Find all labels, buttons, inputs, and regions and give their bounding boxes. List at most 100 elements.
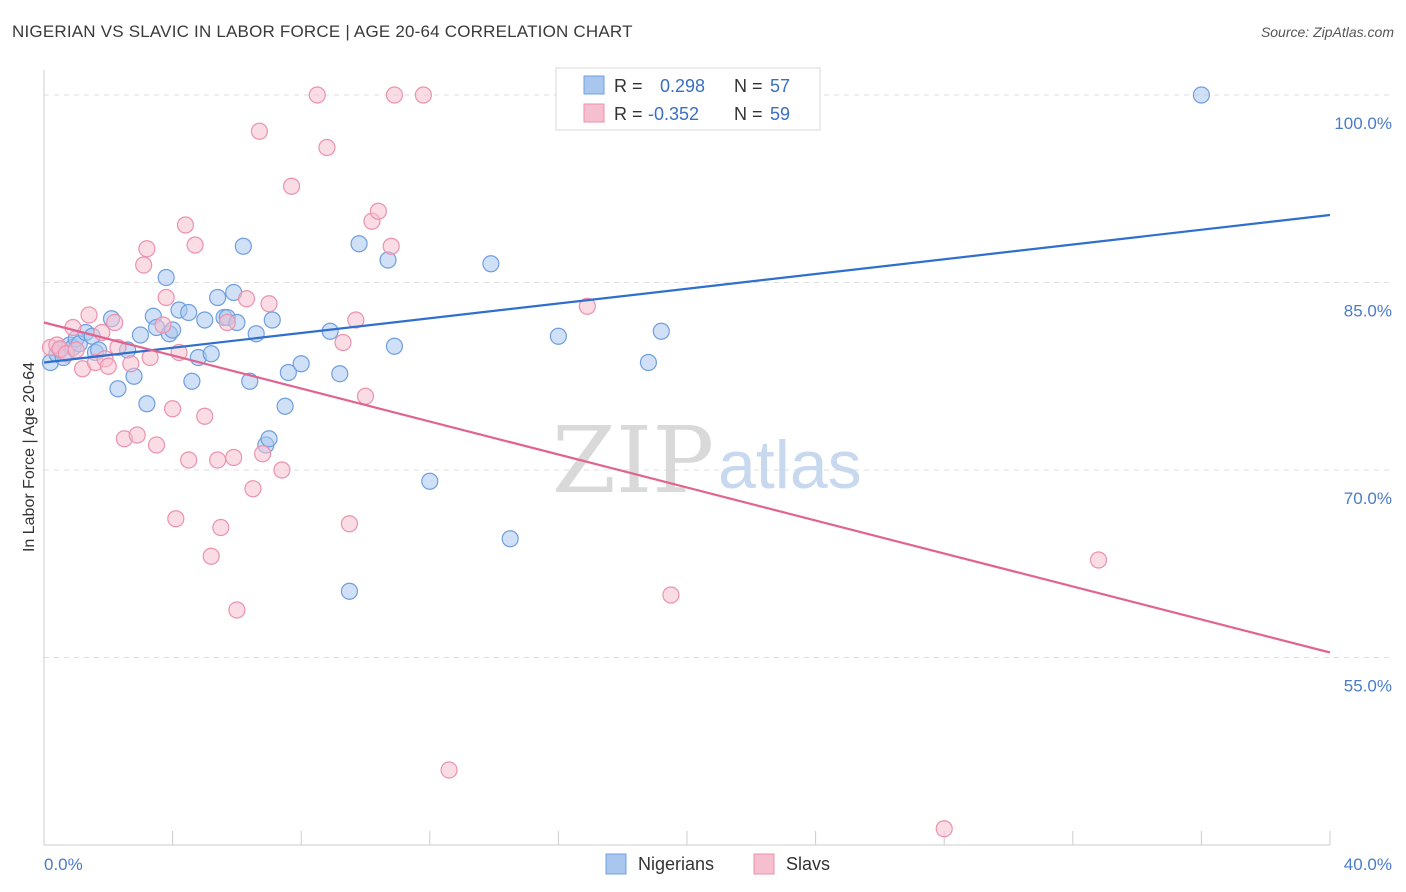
point-slavs <box>935 820 953 838</box>
y-tick-label: 55.0% <box>1344 677 1392 696</box>
point-slavs <box>228 601 246 619</box>
point-nigerians <box>340 582 359 600</box>
point-slavs <box>254 445 272 463</box>
point-nigerians <box>196 311 214 329</box>
legend-r-label-nigerians: R = <box>614 76 643 96</box>
point-nigerians <box>180 303 198 322</box>
point-nigerians <box>385 337 404 355</box>
point-nigerians <box>157 268 175 287</box>
point-nigerians <box>1192 86 1211 104</box>
point-slavs <box>164 400 182 418</box>
point-nigerians <box>260 430 278 448</box>
point-slavs <box>157 288 175 307</box>
legend: R = 0.298 N = 57 R = -0.352 N = 59 <box>555 67 821 131</box>
legend-r-value-slavs: -0.352 <box>648 104 699 124</box>
watermark-zip: ZIP <box>552 407 714 514</box>
point-nigerians <box>421 472 439 490</box>
point-slavs <box>340 515 359 533</box>
point-nigerians <box>131 326 150 344</box>
point-nigerians <box>138 395 156 413</box>
point-slavs <box>382 237 400 255</box>
point-nigerians <box>482 255 500 273</box>
legend-r-label-slavs: R = <box>614 104 643 124</box>
point-nigerians <box>279 363 297 382</box>
watermark-atlas: atlas <box>718 427 862 503</box>
point-slavs <box>225 448 243 467</box>
point-slavs <box>282 177 301 195</box>
chart-source: Source: ZipAtlas.com <box>1260 24 1394 40</box>
point-slavs <box>318 138 336 157</box>
point-slavs <box>135 256 153 274</box>
point-slavs <box>237 290 256 308</box>
point-nigerians <box>276 397 294 415</box>
trend-line-nigerians <box>43 213 1331 364</box>
legend-n-value-nigerians: 57 <box>770 76 790 96</box>
point-slavs <box>440 761 458 779</box>
point-slavs <box>334 333 352 352</box>
bottom-legend-label-nigerians: Nigerians <box>638 854 714 874</box>
point-slavs <box>180 451 198 469</box>
point-nigerians <box>292 355 310 373</box>
legend-n-label-nigerians: N = <box>734 76 763 96</box>
point-nigerians <box>501 530 519 548</box>
point-nigerians <box>234 237 252 255</box>
point-slavs <box>80 306 98 324</box>
watermark: ZIP atlas <box>552 407 862 514</box>
point-slavs <box>578 297 596 315</box>
bottom-legend-swatch-slavs <box>753 853 775 875</box>
points-layer <box>41 86 1211 838</box>
point-slavs <box>1089 551 1108 569</box>
y-tick-label: 100.0% <box>1334 114 1392 133</box>
point-slavs <box>128 426 146 444</box>
bottom-legend-swatch-nigerians <box>605 853 627 875</box>
point-nigerians <box>263 311 281 329</box>
ticks-layer: 100.0% 85.0% 70.0% 55.0% 0.0% 40.0% <box>44 114 1392 874</box>
x-tick-label: 40.0% <box>1344 855 1392 874</box>
legend-n-label-slavs: N = <box>734 104 763 124</box>
point-slavs <box>260 295 278 313</box>
point-slavs <box>250 122 269 140</box>
y-tick-label: 85.0% <box>1344 302 1392 321</box>
point-slavs <box>122 355 140 373</box>
point-nigerians <box>549 327 568 345</box>
point-slavs <box>385 86 404 104</box>
point-slavs <box>186 236 204 254</box>
point-slavs <box>414 86 432 104</box>
legend-swatch-nigerians <box>583 75 605 95</box>
point-slavs <box>154 316 172 334</box>
point-nigerians <box>209 288 227 307</box>
point-slavs <box>369 202 387 220</box>
legend-r-value-nigerians: 0.298 <box>660 76 705 96</box>
point-nigerians <box>109 380 127 398</box>
point-nigerians <box>639 353 658 372</box>
point-slavs <box>106 313 124 332</box>
point-nigerians <box>202 345 220 363</box>
point-slavs <box>147 436 166 454</box>
point-slavs <box>212 518 230 537</box>
point-slavs <box>209 451 227 469</box>
point-slavs <box>308 86 326 104</box>
point-slavs <box>244 480 262 498</box>
y-tick-label: 70.0% <box>1344 489 1392 508</box>
point-nigerians <box>331 365 349 383</box>
axes-layer <box>43 70 1331 846</box>
bottom-legend-label-slavs: Slavs <box>786 854 830 874</box>
legend-n-value-slavs: 59 <box>770 104 790 124</box>
point-slavs <box>99 357 117 375</box>
legend-swatch-slavs <box>583 103 605 123</box>
point-nigerians <box>350 235 368 253</box>
point-slavs <box>67 341 85 359</box>
trend-line-slavs <box>43 321 1331 654</box>
chart-title: NIGERIAN VS SLAVIC IN LABOR FORCE | AGE … <box>12 22 633 41</box>
point-slavs <box>138 240 156 258</box>
point-slavs <box>167 510 185 528</box>
point-nigerians <box>652 322 670 340</box>
point-slavs <box>347 311 365 329</box>
point-slavs <box>202 547 220 565</box>
point-slavs <box>196 407 214 425</box>
point-slavs <box>273 461 291 479</box>
bottom-legend: Nigerians Slavs <box>605 853 830 875</box>
point-slavs <box>356 387 375 405</box>
point-slavs <box>662 586 680 604</box>
